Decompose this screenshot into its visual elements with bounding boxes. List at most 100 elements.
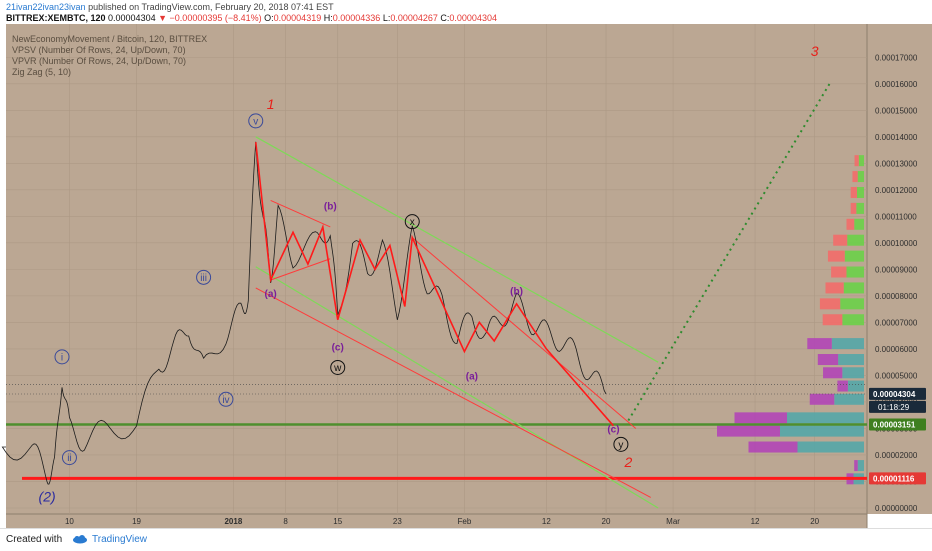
wave-label: (a) <box>466 371 478 382</box>
volume-bar-down <box>825 282 844 294</box>
symbol-label: BITTREX:XEMBTC, 120 <box>6 13 106 23</box>
volume-bar-down <box>817 354 839 366</box>
wave-label-circle <box>330 359 346 375</box>
volume-bar-down <box>846 218 855 230</box>
x-tick-label: 12 <box>751 517 760 526</box>
legend-item[interactable]: Zig Zag (5, 10) <box>12 67 71 77</box>
wave-label: v <box>253 116 258 127</box>
wave-label: w <box>333 363 342 374</box>
volume-bar-up <box>858 155 864 167</box>
y-tick-label: 0.00017000 <box>875 53 918 62</box>
wave-label-circle <box>248 113 264 129</box>
volume-bar-up <box>856 202 864 214</box>
price-change: −0.00000395 (−8.41%) <box>169 13 262 23</box>
chart-header: 21ivan22ivan23ivan published on TradingV… <box>0 0 932 24</box>
y-tick-label: 0.00013000 <box>875 159 918 168</box>
wave-label: (c) <box>332 342 344 353</box>
open-label: O: <box>264 13 274 23</box>
volume-bar-up <box>831 338 864 350</box>
zigzag-lines <box>254 142 615 427</box>
footer: Created with TradingView <box>0 528 932 551</box>
wave-label-circle <box>61 450 77 466</box>
volume-bar-up <box>843 282 864 294</box>
legend-item[interactable]: VPSV (Number Of Rows, 24, Up/Down, 70) <box>12 45 186 55</box>
volume-bar-up <box>840 298 864 310</box>
tradingview-logo-icon <box>73 535 87 544</box>
horizontal-levels <box>6 384 867 480</box>
created-with-label: Created with <box>6 534 63 545</box>
volume-bar-down <box>850 186 857 198</box>
channel-upper-green <box>255 136 659 363</box>
low-value: 0.00004267 <box>390 13 438 23</box>
volume-bar-up <box>857 460 864 472</box>
wave-label-circle <box>218 391 234 407</box>
y-tick-label: 0.00010000 <box>875 239 918 248</box>
wave-label: iii <box>200 273 207 284</box>
wave-label: x <box>410 217 415 228</box>
volume-bar-down <box>854 460 858 472</box>
countdown-label: 01:18:29 <box>878 403 910 412</box>
x-tick-label: Feb <box>458 517 472 526</box>
y-tick-label: 0.00015000 <box>875 106 918 115</box>
y-tick-label: 0.00012000 <box>875 186 918 195</box>
volume-bar-up <box>854 218 864 230</box>
triangle-top-red <box>270 199 331 228</box>
wave-label-circle <box>613 436 629 452</box>
triangle-bottom-red <box>270 258 331 281</box>
y-tick-label: 0.00002000 <box>875 451 918 460</box>
publish-line: 21ivan22ivan23ivan published on TradingV… <box>6 2 334 12</box>
volume-bar-down <box>831 266 847 278</box>
tradingview-brand[interactable]: TradingView <box>92 534 148 545</box>
volume-bar-down <box>827 250 845 262</box>
price-tag <box>869 472 926 485</box>
volume-bar-down <box>854 155 859 167</box>
time-axis[interactable]: 10 19 2018 8 15 23 Feb 12 20 Mar 12 20 <box>65 517 820 526</box>
high-label: H: <box>323 13 333 23</box>
wave-label: (a) <box>265 289 277 300</box>
wave-label: (c) <box>607 424 619 435</box>
trend-channels <box>255 83 831 509</box>
legend-item[interactable]: VPVR (Number Of Rows, 24, Up/Down, 70) <box>12 56 186 66</box>
wave-label: (b) <box>324 202 337 213</box>
volume-bar-down <box>833 234 848 246</box>
volume-bar-up <box>857 186 864 198</box>
price-tag-label: 0.00001116 <box>873 474 915 483</box>
price-tag-label: 0.00004304 <box>873 390 916 399</box>
wave-label-circle <box>404 214 420 230</box>
last-price: 0.00004304 <box>108 13 156 23</box>
wave-label: y <box>618 440 623 451</box>
author-link[interactable]: 21ivan22ivan23ivan <box>6 2 86 12</box>
volume-bar-up <box>857 171 864 183</box>
volume-bar-up <box>780 425 864 437</box>
y-tick-label: 0.00009000 <box>875 265 918 274</box>
x-tick-label: 8 <box>283 517 288 526</box>
x-tick-label: 19 <box>132 517 141 526</box>
zigzag-line <box>254 142 615 427</box>
high-value: 0.00004336 <box>332 13 381 23</box>
y-tick-label: 0.00011000 <box>875 212 917 221</box>
wave-label: i <box>61 352 63 363</box>
indicator-legend: NewEconomyMovement / Bitcoin, 120, BITTR… <box>12 34 207 77</box>
legend-item[interactable]: NewEconomyMovement / Bitcoin, 120, BITTR… <box>12 34 207 44</box>
channel-lower-green <box>255 266 659 509</box>
price-tag-label: 0.00003151 <box>873 420 916 429</box>
price-tag <box>869 387 926 400</box>
x-tick-label: Mar <box>666 517 680 526</box>
volume-bar-up <box>842 314 864 326</box>
volume-bar-down <box>809 393 835 405</box>
x-tick-label: 2018 <box>224 517 242 526</box>
volume-bar-up <box>847 234 864 246</box>
x-tick-label: 10 <box>65 517 74 526</box>
wave-label: 2 <box>623 454 632 470</box>
volume-bar-down <box>819 298 841 310</box>
volume-bar-up <box>846 266 864 278</box>
x-tick-label: 15 <box>333 517 342 526</box>
volume-bar-down <box>807 338 832 350</box>
volume-profile <box>717 155 864 485</box>
volume-bar-down <box>734 412 787 424</box>
volume-bar-down <box>823 367 843 379</box>
y-tick-label: 0.00014000 <box>875 133 918 142</box>
published-text: published on TradingView.com, February 2… <box>88 2 334 12</box>
